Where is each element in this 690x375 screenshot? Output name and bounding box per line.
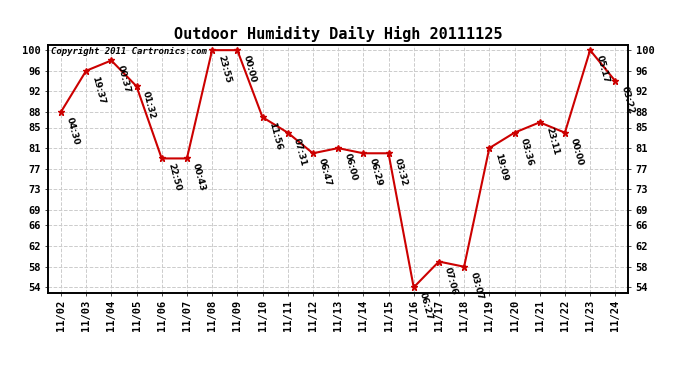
Text: 06:27: 06:27 [418, 291, 434, 321]
Text: 03:32: 03:32 [393, 158, 408, 187]
Text: 00:43: 00:43 [191, 163, 207, 192]
Text: 23:11: 23:11 [544, 126, 560, 156]
Text: 03:22: 03:22 [620, 85, 635, 115]
Title: Outdoor Humidity Daily High 20111125: Outdoor Humidity Daily High 20111125 [174, 27, 502, 42]
Text: 00:00: 00:00 [241, 54, 257, 84]
Text: 03:36: 03:36 [519, 137, 535, 166]
Text: 19:37: 19:37 [90, 75, 106, 105]
Text: 05:17: 05:17 [594, 54, 611, 84]
Text: 11:56: 11:56 [266, 122, 283, 152]
Text: 23:55: 23:55 [216, 54, 233, 84]
Text: 00:00: 00:00 [569, 137, 585, 166]
Text: 01:32: 01:32 [141, 90, 157, 120]
Text: 06:00: 06:00 [342, 152, 358, 182]
Text: 04:30: 04:30 [65, 116, 81, 146]
Text: 06:29: 06:29 [368, 158, 384, 188]
Text: 06:47: 06:47 [317, 158, 333, 188]
Text: 19:09: 19:09 [493, 152, 510, 182]
Text: 00:37: 00:37 [115, 64, 132, 94]
Text: 07:06: 07:06 [443, 266, 459, 296]
Text: Copyright 2011 Cartronics.com: Copyright 2011 Cartronics.com [51, 48, 207, 57]
Text: 07:31: 07:31 [292, 137, 308, 167]
Text: 22:50: 22:50 [166, 163, 182, 192]
Text: 03:07: 03:07 [469, 271, 484, 301]
